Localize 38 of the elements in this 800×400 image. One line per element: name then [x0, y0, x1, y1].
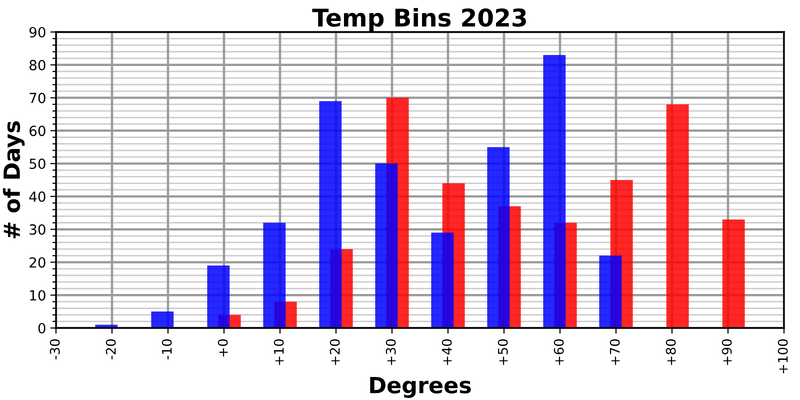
y-tick-label: 0	[38, 322, 46, 334]
x-axis-title: Degrees	[370, 376, 471, 398]
x-tick-label: +80	[666, 339, 676, 365]
x-tick-label: +60	[554, 339, 564, 365]
x-tick-label: +20	[330, 339, 340, 365]
x-tick-label: +90	[722, 339, 732, 365]
x-tick-label: +30	[386, 339, 396, 365]
y-tick-label: 30	[30, 224, 46, 235]
bar	[599, 256, 622, 328]
x-tick-label: -20	[106, 339, 116, 360]
x-tick-label: +10	[274, 339, 284, 365]
chart-title: Temp Bins 2023	[312, 8, 526, 32]
x-tick-label: +50	[498, 339, 508, 365]
bar	[263, 222, 286, 328]
y-axis-title: # of Days	[2, 121, 25, 238]
bar	[207, 266, 230, 328]
bar	[375, 164, 398, 328]
bar	[151, 312, 174, 328]
bar	[487, 147, 510, 328]
y-tick-label: 50	[30, 158, 46, 170]
bar	[431, 232, 454, 328]
x-tick-label: +40	[442, 339, 452, 365]
x-tick-label: -10	[162, 339, 172, 360]
y-tick-label: 10	[30, 290, 46, 301]
y-tick-label: 80	[30, 60, 46, 70]
x-tick-label: +70	[610, 339, 620, 365]
x-tick-label: -30	[50, 339, 60, 360]
y-tick-label: 90	[29, 26, 46, 38]
y-tick-label: 40	[29, 191, 46, 202]
x-tick-label: +0	[218, 339, 228, 356]
y-tick-label: 70	[30, 92, 46, 104]
y-tick-label: 60	[30, 126, 46, 136]
bar	[543, 55, 566, 328]
x-tick-label: +100	[778, 339, 788, 374]
bar	[666, 104, 689, 328]
bar	[722, 219, 745, 328]
bar	[319, 101, 342, 328]
y-tick-label: 20	[30, 257, 46, 268]
